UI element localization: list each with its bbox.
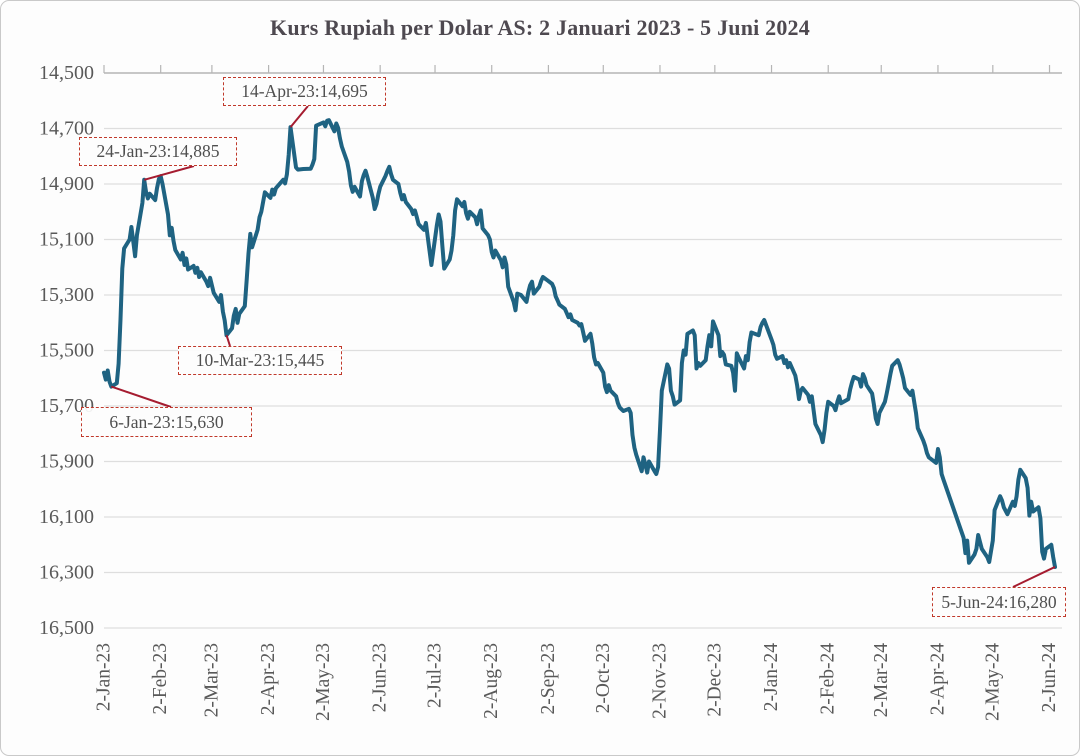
x-axis-label: 2-Nov-23 (649, 643, 670, 719)
y-axis-label: 15,700 (39, 395, 94, 417)
y-axis-label: 14,900 (39, 173, 94, 195)
y-axis-label: 16,300 (39, 562, 94, 584)
x-axis-label: 2-May-24 (982, 643, 1003, 721)
annotation-callout-6-jan-23: 6-Jan-23:15,630 (81, 407, 252, 437)
x-axis-label: 2-Sep-23 (538, 643, 559, 715)
annotation-leader-line (110, 385, 172, 408)
y-axis-label: 14,500 (39, 62, 94, 84)
x-axis-label: 2-Jun-23 (370, 643, 391, 712)
x-axis-label: 2-Jun-24 (1039, 643, 1060, 713)
x-axis-label: 2-Feb-23 (150, 643, 171, 715)
x-axis-label: 2-Jan-23 (94, 643, 115, 711)
exchange-rate-line (102, 118, 1057, 569)
annotation-callout-5-jun-24: 5-Jun-24:16,280 (932, 587, 1066, 617)
x-axis-label: 2-Dec-23 (704, 643, 725, 717)
x-axis-label: 2-Jan-24 (761, 643, 782, 711)
x-axis-label: 2-Feb-24 (818, 643, 839, 715)
annotation-callout-14-apr-23: 14-Apr-23:14,695 (223, 77, 386, 106)
y-axis-label: 15,500 (39, 340, 94, 362)
x-axis-label: 2-Apr-23 (258, 643, 279, 715)
x-axis-label: 2-Mar-23 (201, 643, 222, 717)
x-axis-label: 2-Jul-23 (425, 643, 446, 708)
y-axis-label: 15,100 (39, 229, 94, 251)
y-axis-label: 16,500 (39, 617, 94, 639)
annotation-callout-10-mar-23: 10-Mar-23:15,445 (178, 346, 342, 375)
annotation-leader-line (225, 334, 231, 347)
annotation-leader-line (143, 165, 195, 181)
y-axis-label: 15,900 (39, 451, 94, 473)
y-axis-label: 16,100 (39, 506, 94, 528)
annotation-leader-line (1012, 566, 1056, 588)
chart-title: Kurs Rupiah per Dolar AS: 2 Januari 2023… (270, 15, 810, 40)
x-axis-label: 2-Aug-23 (481, 643, 502, 719)
y-axis-label: 14,700 (39, 118, 94, 140)
x-axis-label: 2-May-23 (313, 643, 334, 721)
annotation-leader-line (289, 105, 309, 128)
annotation-callout-24-jan-23: 24-Jan-23:14,885 (79, 137, 237, 166)
x-axis-label: 2-Apr-24 (927, 643, 948, 715)
y-axis-label: 15,300 (39, 284, 94, 306)
x-axis-label: 2-Oct-23 (593, 643, 614, 713)
x-axis-label: 2-Mar-24 (871, 643, 892, 718)
